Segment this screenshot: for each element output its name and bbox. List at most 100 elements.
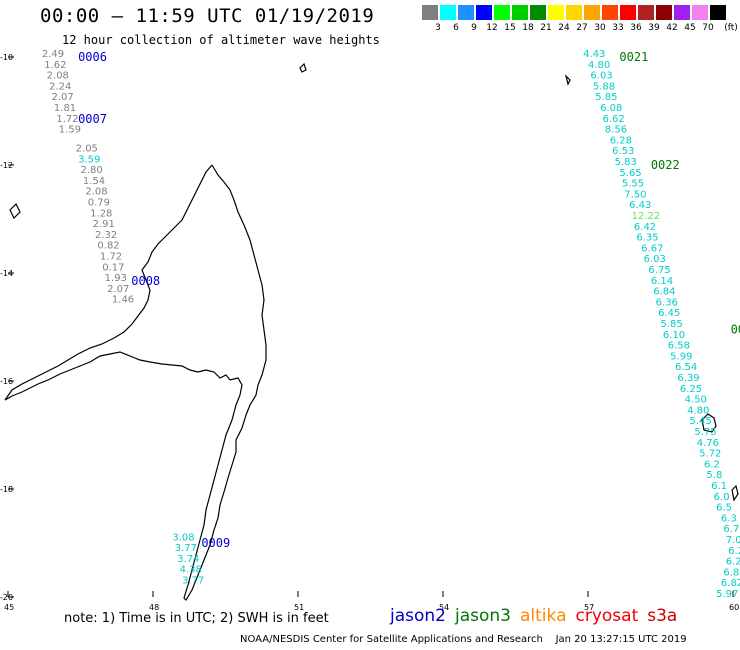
color-scale-label: 27: [576, 23, 588, 33]
swh-value: 6.03: [644, 254, 666, 265]
lon-tick-label: 54: [439, 603, 449, 612]
swh-value: 3.77: [175, 543, 197, 554]
swh-value: 4.50: [685, 395, 707, 406]
swh-value: 8.56: [605, 125, 627, 136]
swh-value: 6.67: [641, 243, 663, 254]
color-swatch: [494, 5, 510, 20]
color-scale-label: 24: [558, 23, 570, 33]
swh-value: 4.80: [588, 60, 610, 71]
island-west: [9, 202, 21, 220]
pass-id-label: 0023: [731, 323, 740, 337]
swh-value: 5.55: [622, 179, 644, 190]
swh-value: 0.17: [102, 262, 124, 273]
swh-value: 6.84: [723, 567, 740, 578]
credit-line: NOAA/NESDIS Center for Satellite Applica…: [240, 634, 687, 645]
color-swatch: [674, 5, 690, 20]
lat-tick-label: -18: [0, 485, 13, 494]
color-swatch: [566, 5, 582, 20]
swh-value: 2.32: [95, 230, 117, 241]
lat-tick-label: -20: [0, 593, 13, 602]
pass-id-label: 0022: [651, 158, 680, 172]
swh-value: 7.0: [726, 535, 740, 546]
pass-id-label: 0009: [201, 536, 230, 550]
swh-value: 5.45: [690, 416, 712, 427]
swh-value: 1.62: [44, 60, 66, 71]
swh-value: 6.45: [658, 308, 680, 319]
swh-value: 5.85: [595, 92, 617, 103]
legend-jason3: jason3: [455, 606, 511, 626]
color-scale-label: 9: [471, 23, 477, 33]
swh-value: 1.46: [112, 295, 134, 306]
color-swatch: [458, 5, 474, 20]
swh-value: 6.84: [653, 287, 675, 298]
lon-tick-label: 60: [729, 603, 739, 612]
swh-value: 2.24: [49, 81, 71, 92]
swh-value: 5.99: [670, 351, 692, 362]
swh-value: 6.21: [726, 557, 740, 568]
swh-value: 3.77: [182, 576, 204, 587]
lat-tick-label: -16: [0, 377, 13, 386]
swh-value: 4.43: [583, 49, 605, 60]
color-swatch: [422, 5, 438, 20]
island-east: [564, 74, 571, 86]
swh-value: 6.08: [600, 103, 622, 114]
swh-value: 1.93: [105, 273, 127, 284]
swh-value: 5.97: [716, 589, 738, 600]
swh-value: 2.49: [42, 49, 64, 60]
color-scale-label: 45: [684, 23, 696, 33]
color-scale-label: 12: [486, 23, 498, 33]
island-north: [299, 62, 307, 73]
legend-cryosat: cryosat: [575, 606, 639, 626]
swh-value: 5.83: [615, 157, 637, 168]
swh-value: 2.80: [81, 165, 103, 176]
lon-tick-label: 57: [584, 603, 594, 612]
lat-tick-label: -12: [0, 161, 13, 170]
swh-value: 6.42: [634, 222, 656, 233]
swh-value: 5.85: [661, 319, 683, 330]
lon-tick-label: 51: [294, 603, 304, 612]
color-swatch: [548, 5, 564, 20]
color-swatch: [602, 5, 618, 20]
swh-value: 6.5: [716, 503, 732, 514]
swh-value: 1.72: [100, 252, 122, 263]
swh-value: 0.79: [88, 198, 110, 209]
madagascar-coastline: [4, 164, 267, 601]
color-scale-label: 39: [648, 23, 660, 33]
map-title: 00:00 – 11:59 UTC 01/19/2019: [40, 5, 375, 27]
swh-value: 6.2: [728, 546, 740, 557]
lat-tick-label: -10: [0, 53, 13, 62]
map-subtitle: 12 hour collection of altimeter wave hei…: [62, 33, 380, 47]
color-scale-label: 33: [612, 23, 624, 33]
swh-value: 1.59: [59, 125, 81, 136]
lon-tick-label: 48: [149, 603, 159, 612]
swh-value: 3.08: [172, 532, 194, 543]
swh-value: 6.62: [603, 114, 625, 125]
swh-value: 7.50: [624, 189, 646, 200]
swh-value: 6.14: [651, 276, 673, 287]
swh-value: 6.53: [612, 146, 634, 157]
swh-value: 5.65: [619, 168, 641, 179]
swh-value: 6.54: [675, 362, 697, 373]
color-scale-unit: (ft): [724, 23, 738, 33]
color-scale-label: 15: [504, 23, 516, 33]
color-swatch: [656, 5, 672, 20]
swh-value: 2.91: [93, 219, 115, 230]
color-scale-label: 6: [453, 23, 459, 33]
swh-value: 6.28: [610, 135, 632, 146]
coastline: [4, 62, 739, 601]
swh-value: 1.54: [83, 176, 105, 187]
color-swatch: [710, 5, 726, 20]
swh-value: 6.75: [648, 265, 670, 276]
pass-id-label: 0021: [619, 50, 648, 64]
swh-value: 6.25: [680, 384, 702, 395]
swh-value: 2.05: [76, 144, 98, 155]
pass-labels: 0006 0007 0008 0009 0021 0022 0023: [78, 50, 740, 550]
units-note: note: 1) Time is in UTC; 2) SWH is in fe…: [64, 611, 329, 626]
pass-id-label: 0006: [78, 50, 107, 64]
color-swatch: [440, 5, 456, 20]
pass-id-label: 0007: [78, 112, 107, 126]
color-swatch: [584, 5, 600, 20]
swh-value: 12.22: [632, 211, 661, 222]
pass-id-label: 0008: [131, 274, 160, 288]
color-swatch: [512, 5, 528, 20]
